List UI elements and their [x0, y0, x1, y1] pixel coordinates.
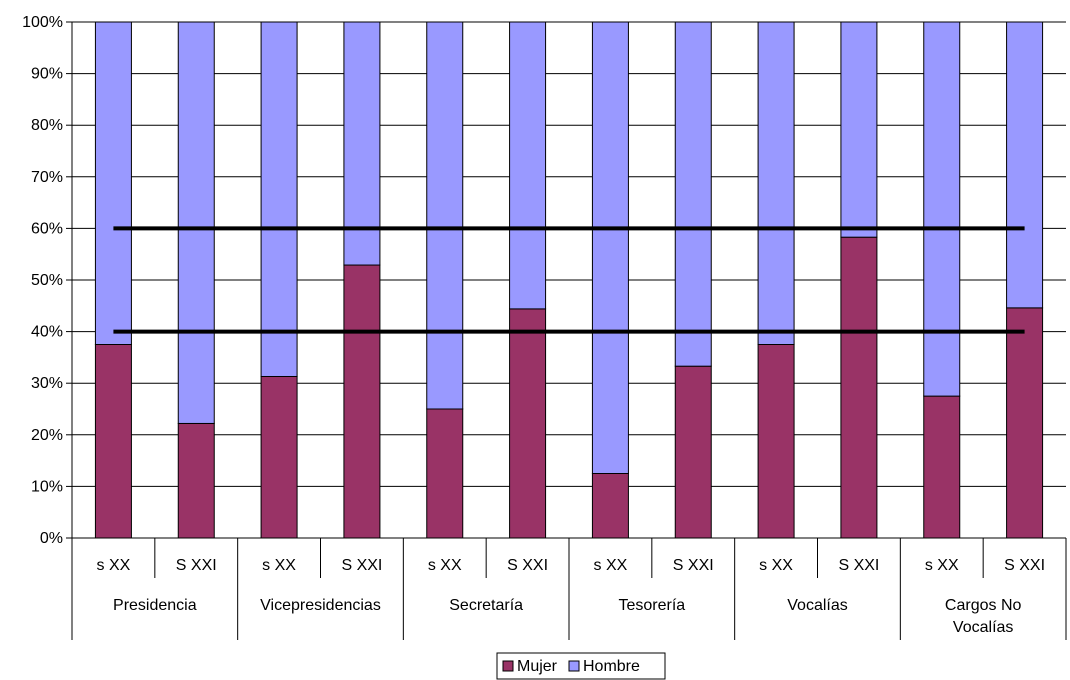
y-tick-label: 0% [40, 530, 63, 547]
bar-segment-hombre [674, 21, 712, 367]
legend-swatch-hombre [568, 660, 580, 672]
y-tick-label: 40% [31, 324, 63, 341]
x-group-label: Cargos No Vocalías [945, 597, 1022, 636]
bar-segment-hombre [177, 21, 215, 424]
y-tick-label: 10% [31, 478, 63, 495]
x-group-label: Vicepresidencias [260, 597, 381, 614]
x-group-label: Secretaría [449, 597, 523, 614]
bar-segment-mujer [674, 365, 712, 539]
bar-segment-mujer [426, 408, 464, 539]
x-category-label: s XX [594, 557, 628, 574]
bar-segment-mujer [1006, 307, 1044, 539]
x-category-label: s XX [759, 557, 793, 574]
x-group-label: Presidencia [113, 597, 197, 614]
y-tick-label: 80% [31, 117, 63, 134]
bar-segment-mujer [591, 473, 629, 539]
bar-segment-mujer [509, 308, 547, 539]
x-group-label: Vocalías [787, 597, 847, 614]
reference-lines [113, 226, 1025, 334]
x-category-label: s XX [97, 557, 131, 574]
x-category-label: S XXI [1004, 557, 1045, 574]
bar-segment-hombre [840, 21, 878, 238]
y-tick-label: 60% [31, 220, 63, 237]
bar-segment-hombre [591, 21, 629, 474]
x-category-label: S XXI [507, 557, 548, 574]
x-category-label: S XXI [341, 557, 382, 574]
bar-segment-mujer [260, 375, 298, 539]
bar-segment-hombre [94, 21, 132, 345]
bar-segment-mujer [343, 264, 381, 539]
y-tick-label: 20% [31, 427, 63, 444]
y-tick-label: 100% [22, 14, 63, 31]
x-group-label: Tesorería [618, 597, 685, 614]
bar-segment-hombre [1006, 21, 1044, 309]
grid-lines [72, 21, 1066, 539]
bar-segment-hombre [260, 21, 298, 377]
axes: 0% 10% 20% 30% 40% 50% 60% 70% 80% 90% 100% s XX S X… [22, 14, 1067, 640]
bar-segment-mujer [923, 395, 961, 539]
x-category-label: S XXI [838, 557, 879, 574]
bar-segment-hombre [509, 21, 547, 310]
y-tick-label: 70% [31, 169, 63, 186]
x-category-label: S XXI [176, 557, 217, 574]
legend: Mujer Hombre [496, 652, 666, 680]
bars [94, 21, 1044, 539]
x-category-label: s XX [428, 557, 462, 574]
legend-label: Mujer [517, 658, 558, 675]
bar-segment-mujer [757, 344, 795, 539]
x-category-label: s XX [262, 557, 296, 574]
y-tick-label: 30% [31, 375, 63, 392]
bar-segment-hombre [426, 21, 464, 410]
bar-segment-hombre [923, 21, 961, 397]
y-tick-label: 50% [31, 272, 63, 289]
legend-box [496, 652, 666, 680]
bar-segment-mujer [840, 236, 878, 539]
bar-segment-mujer [177, 422, 215, 539]
x-category-label: s XX [925, 557, 959, 574]
y-tick-label: 90% [31, 66, 63, 83]
x-category-label: S XXI [673, 557, 714, 574]
legend-swatch-mujer [502, 660, 514, 672]
legend-label: Hombre [583, 658, 640, 675]
bar-segment-hombre [343, 21, 381, 266]
bar-segment-hombre [757, 21, 795, 345]
bar-segment-mujer [94, 344, 132, 539]
